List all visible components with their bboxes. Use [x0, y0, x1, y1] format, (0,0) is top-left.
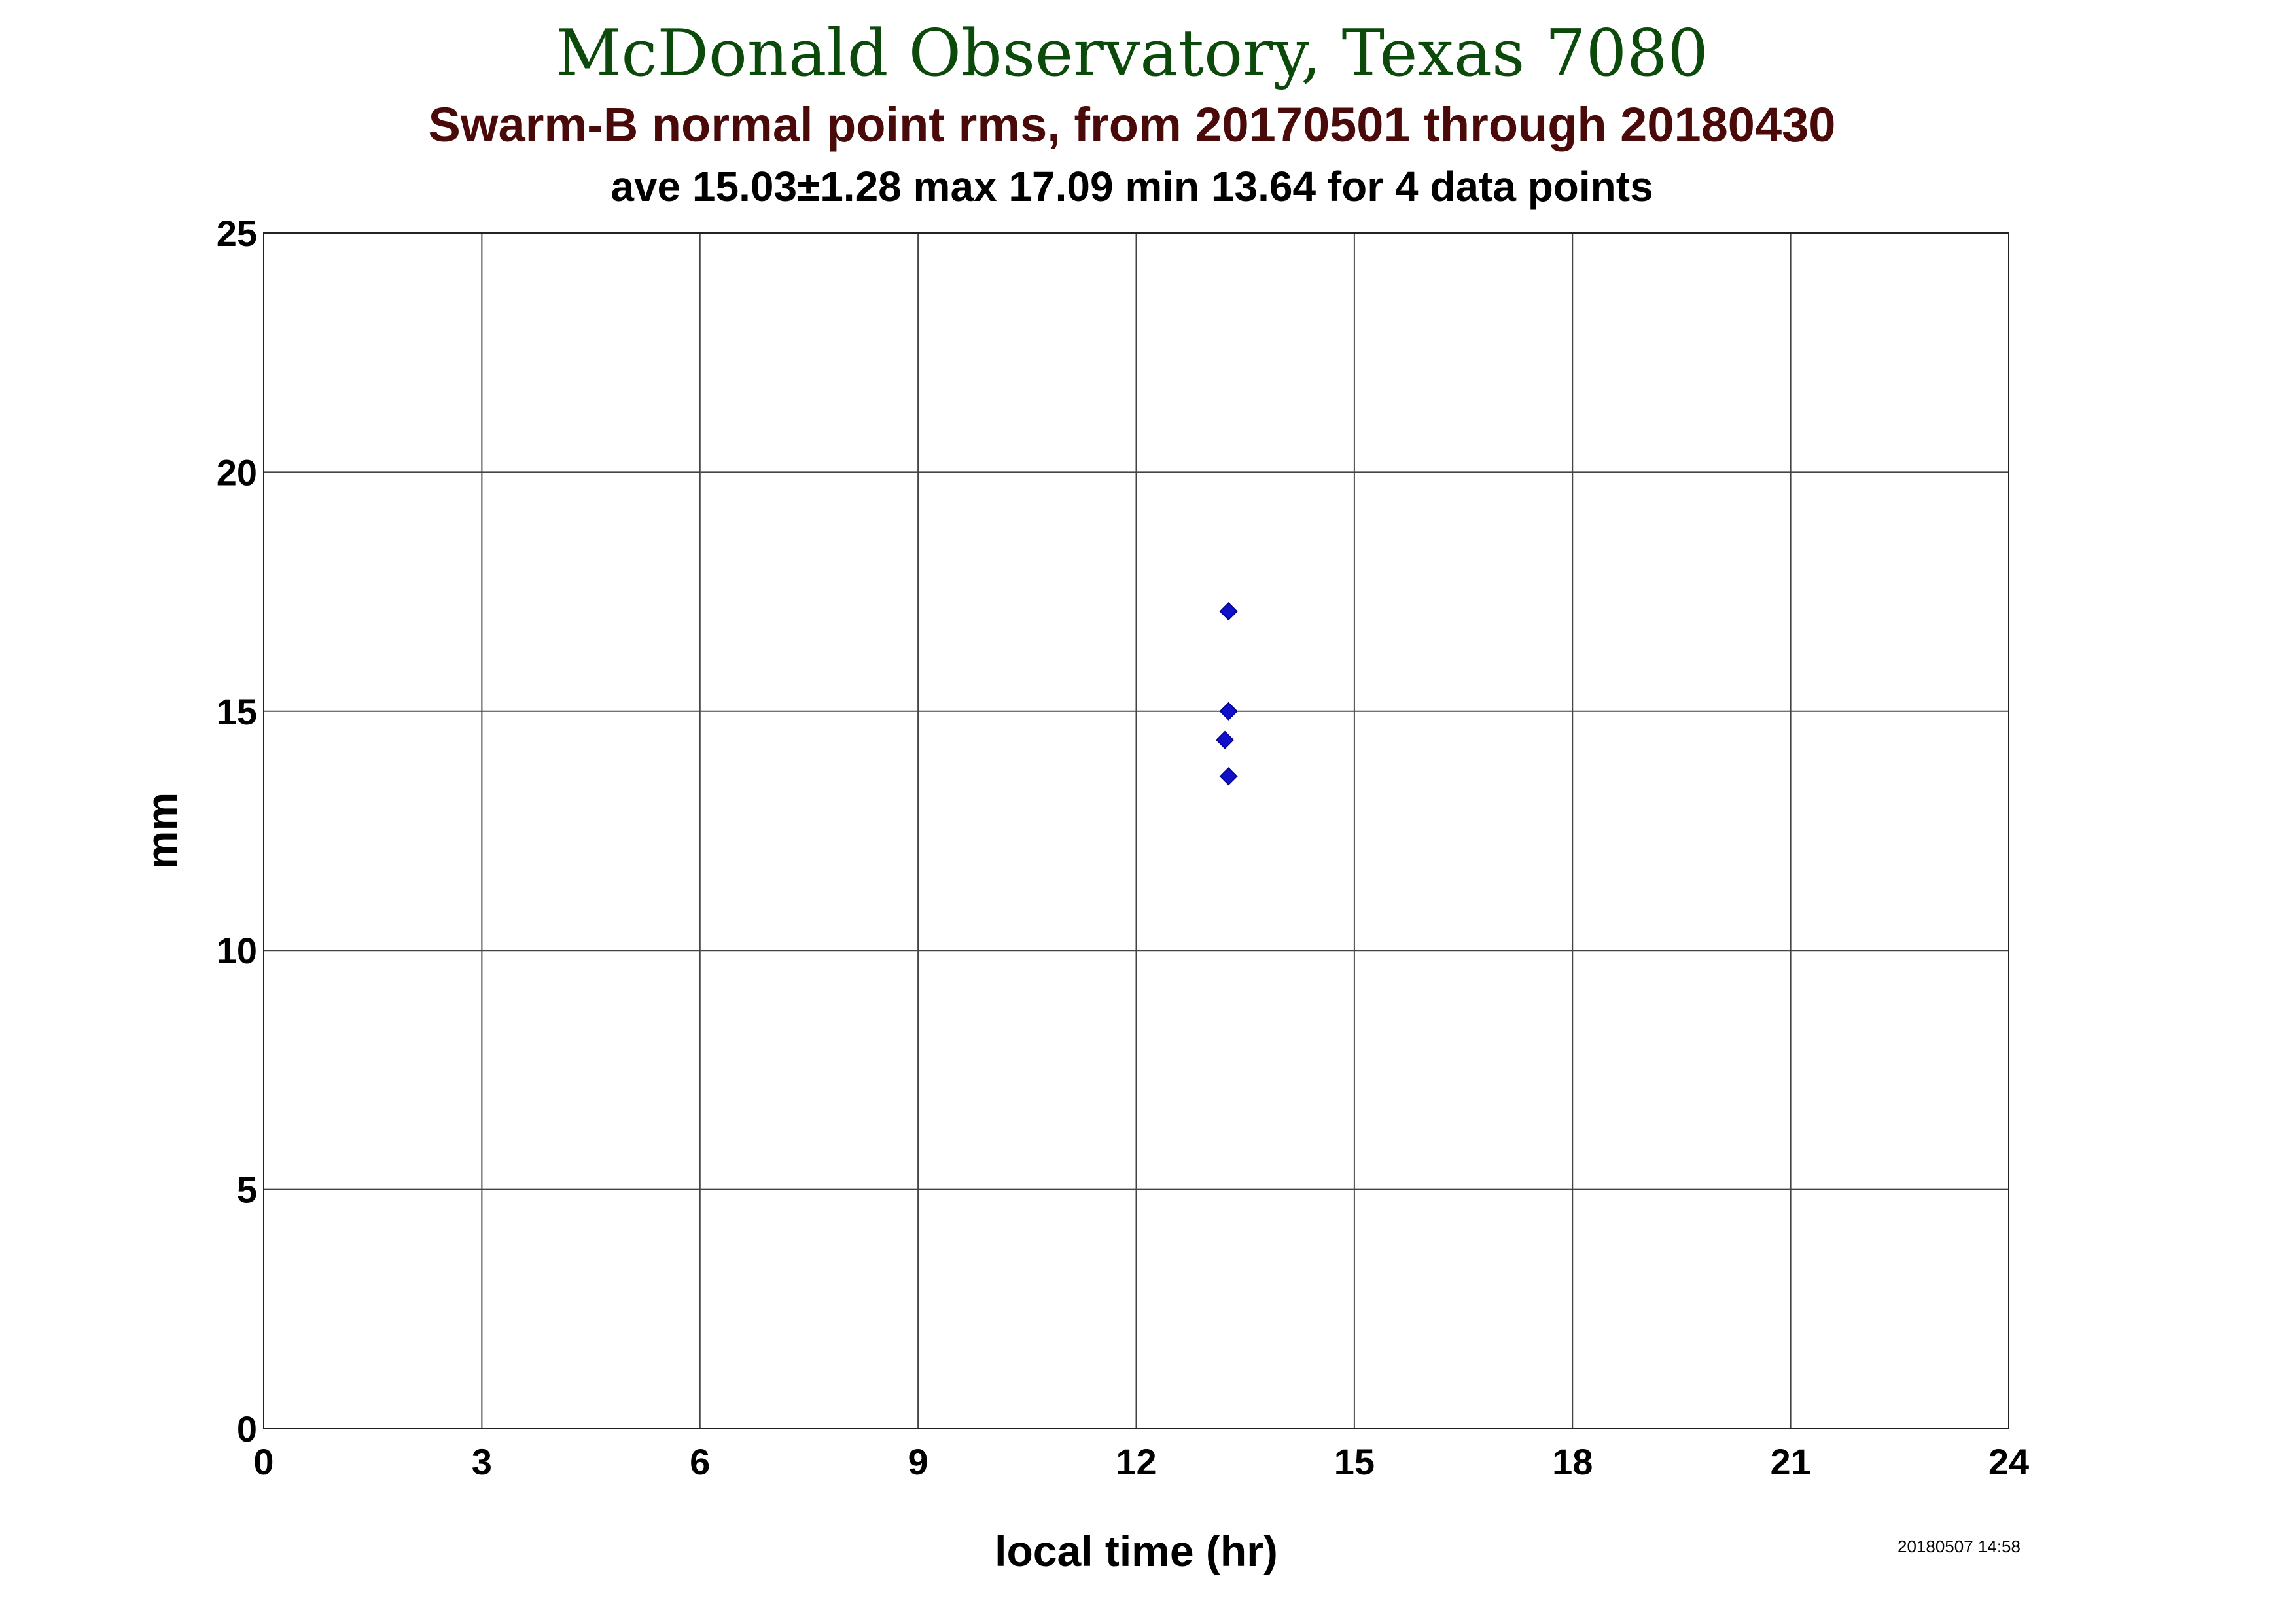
- data-point-marker: [1219, 702, 1238, 721]
- y-tick-label: 10: [217, 930, 257, 971]
- y-tick-label: 0: [237, 1408, 257, 1450]
- y-tick-label: 25: [217, 213, 257, 254]
- chart-subtitle: Swarm-B normal point rms, from 20170501 …: [428, 98, 1836, 152]
- data-points: [1216, 602, 1238, 786]
- generation-timestamp: 20180507 14:58: [1898, 1537, 2021, 1556]
- x-axis-label: local time (hr): [995, 1527, 1278, 1575]
- y-tick-label: 15: [217, 691, 257, 732]
- data-point-marker: [1219, 602, 1238, 621]
- chart-title: McDonald Observatory, Texas 7080: [556, 16, 1708, 91]
- x-tick-label: 24: [1988, 1441, 2029, 1482]
- grid-lines: [263, 232, 2009, 1429]
- x-tick-label: 9: [908, 1441, 928, 1482]
- y-tick-label: 5: [237, 1169, 257, 1211]
- data-point-marker: [1219, 767, 1238, 786]
- x-tick-label: 0: [253, 1441, 274, 1482]
- tick-labels: 0 3 6 9 12 15 18 21 24 0 5 10 15 20 25: [217, 213, 2029, 1482]
- x-tick-label: 6: [690, 1441, 710, 1482]
- y-axis-label: mm: [137, 793, 186, 869]
- y-tick-label: 20: [217, 452, 257, 493]
- x-tick-label: 15: [1334, 1441, 1375, 1482]
- x-tick-label: 18: [1552, 1441, 1593, 1482]
- chart-stats-line: ave 15.03±1.28 max 17.09 min 13.64 for 4…: [610, 163, 1653, 210]
- x-tick-label: 21: [1770, 1441, 1810, 1482]
- x-tick-label: 3: [472, 1441, 492, 1482]
- x-tick-label: 12: [1116, 1441, 1156, 1482]
- plot-area: [263, 232, 2009, 1429]
- data-point-marker: [1216, 730, 1235, 749]
